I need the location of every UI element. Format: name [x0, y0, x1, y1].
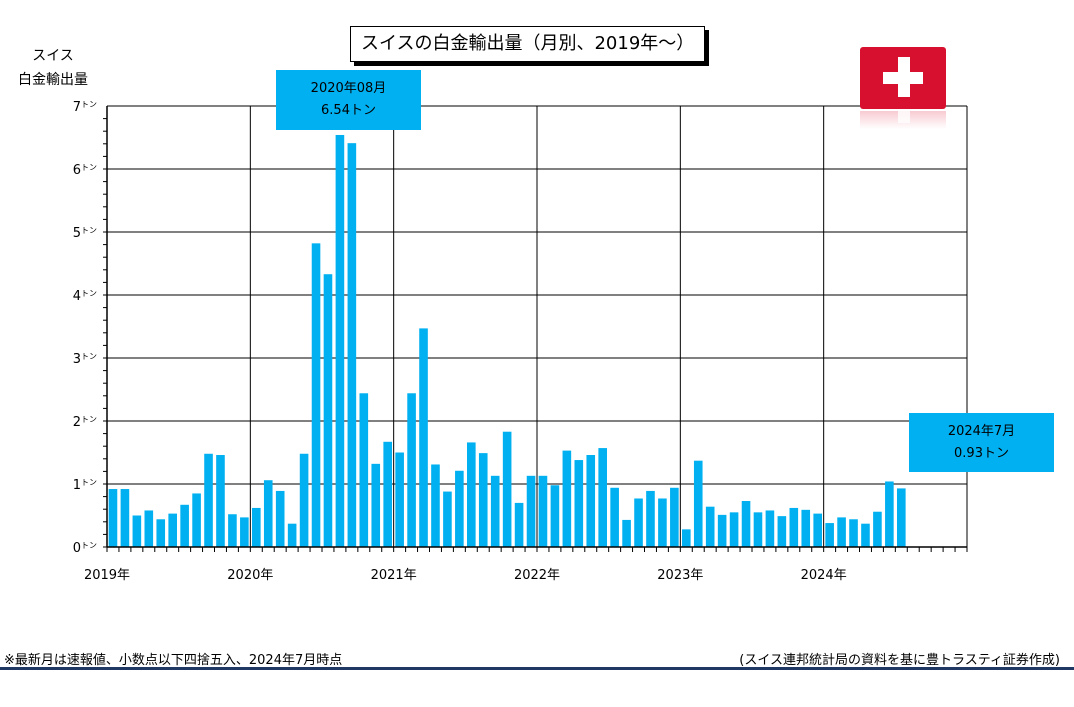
y-tick-label: 5トン [73, 226, 97, 241]
y-tick-label: 7トン [73, 100, 97, 115]
bar [467, 442, 476, 547]
bar [550, 485, 560, 547]
bar [873, 511, 882, 547]
bar [562, 450, 572, 547]
peak-callout-date: 2020年08月 [310, 81, 387, 96]
bar [287, 523, 297, 547]
y-tick-label: 2トン [73, 415, 97, 430]
bar [120, 489, 130, 547]
y-tick-label: 4トン [73, 289, 97, 304]
bar [252, 507, 261, 547]
bar [347, 143, 357, 548]
bar-chart: 0トン 1トン 2トン 3トン 4トン 5トン 6トン 7トン 2019年 2020年 2021年 2… [73, 100, 968, 583]
bar [897, 488, 906, 547]
latest-callout-value: 0.93トン [954, 446, 1009, 461]
bar [299, 453, 309, 547]
peak-callout-value: 6.54トン [321, 103, 376, 118]
bar [825, 523, 834, 547]
bar [108, 489, 118, 547]
bar [371, 463, 381, 547]
bar [383, 441, 392, 547]
peak-callout: 2020年08月 6.54トン [276, 70, 421, 130]
bar [729, 512, 739, 547]
y-tick-label: 1トン [73, 478, 97, 493]
bar [670, 487, 679, 547]
bar [407, 393, 416, 547]
latest-callout-date: 2024年7月 [947, 424, 1016, 439]
bar [455, 470, 464, 547]
bottom-divider [0, 667, 1074, 670]
bar [240, 517, 249, 547]
bar [717, 514, 727, 547]
bar [443, 491, 452, 547]
bar [813, 513, 822, 547]
bar [753, 512, 763, 547]
bar [586, 455, 596, 547]
bar [490, 475, 500, 547]
y-axis-title-line1: スイス [32, 48, 74, 64]
bar [801, 509, 811, 547]
bar [192, 493, 201, 547]
bar [693, 460, 703, 547]
y-tick-label: 6トン [73, 163, 97, 178]
bar [658, 498, 667, 547]
bar [275, 490, 285, 547]
bar [502, 431, 512, 547]
bar [419, 328, 428, 547]
bar [634, 498, 643, 547]
bar [335, 134, 345, 548]
footnote: ※最新月は速報値、小数点以下四捨五入、2024年7月時点 [4, 653, 343, 668]
swiss-flag-icon [860, 47, 946, 109]
x-tick-label: 2019年 [84, 568, 130, 583]
flag-reflection [860, 111, 946, 129]
bar [765, 510, 775, 547]
bar [598, 448, 607, 547]
x-tick-label: 2024年 [801, 568, 847, 583]
bar [682, 529, 691, 547]
source-note: (スイス連邦統計局の資料を基に豊トラスティ証券作成) [739, 653, 1060, 668]
bar [144, 510, 154, 547]
bar [156, 519, 166, 547]
y-axis-title-line2: 白金輸出量 [18, 72, 88, 88]
y-axis-title: スイス 白金輸出量 [8, 44, 98, 92]
x-tick-label: 2020年 [227, 568, 273, 583]
bar [777, 516, 787, 547]
bar [610, 487, 619, 547]
bar [526, 475, 536, 547]
bar [646, 490, 655, 547]
bar [622, 519, 631, 547]
x-tick-label: 2021年 [371, 568, 417, 583]
bar [359, 393, 369, 547]
bar [168, 513, 177, 547]
bar [538, 475, 548, 547]
bar [263, 480, 273, 547]
bar [216, 455, 225, 547]
bar [861, 523, 870, 547]
y-tick-label: 0トン [73, 541, 97, 556]
bar [849, 519, 858, 547]
bar [837, 517, 846, 547]
bar [885, 481, 894, 547]
bar [395, 452, 404, 547]
chart-title: スイスの白金輸出量（月別、2019年～） [350, 26, 706, 62]
x-tick-label: 2023年 [657, 568, 703, 583]
bar [132, 515, 142, 547]
bar [574, 460, 584, 547]
bar [741, 501, 751, 547]
bar [789, 507, 799, 547]
bar [228, 514, 237, 547]
bar [311, 243, 321, 547]
bar [478, 453, 488, 547]
bar [431, 464, 440, 547]
bar [705, 506, 715, 547]
latest-callout: 2024年7月 0.93トン [909, 413, 1054, 472]
bar [180, 504, 189, 547]
y-tick-label: 3トン [73, 352, 97, 367]
bar [323, 274, 333, 547]
x-tick-label: 2022年 [514, 568, 560, 583]
bar [514, 502, 524, 547]
bar [204, 453, 213, 547]
